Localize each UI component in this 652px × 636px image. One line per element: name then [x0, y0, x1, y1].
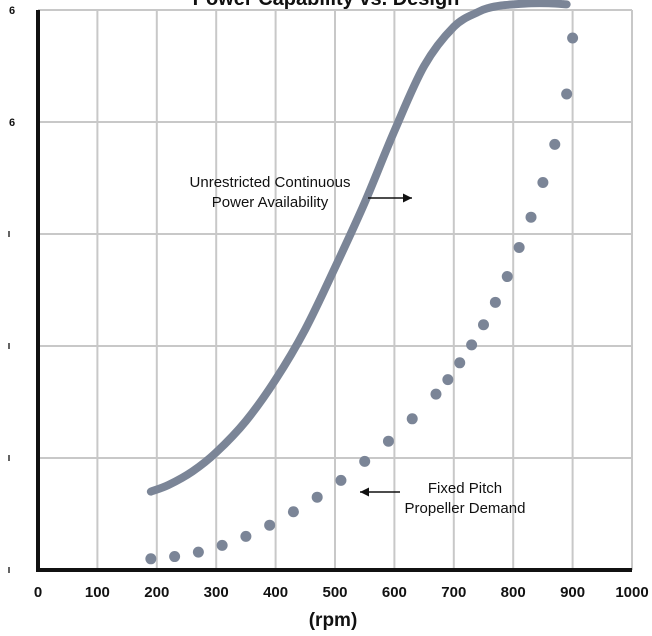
- x-tick-label: 300: [204, 584, 229, 601]
- series-point-propeller-demand: [216, 539, 228, 551]
- x-axis-label: (rpm): [309, 610, 358, 631]
- series-point-propeller-demand: [382, 435, 394, 447]
- series-point-propeller-demand: [169, 551, 181, 563]
- series-point-propeller-demand: [537, 176, 549, 188]
- series-point-propeller-demand: [192, 546, 204, 558]
- series-layer: [145, 0, 579, 565]
- x-tick-labels: 0 100 200 300 400 500 600 700 800 900 1000: [34, 584, 649, 601]
- annotation-arrowhead: [360, 487, 369, 497]
- series-line-continuous-power: [146, 0, 571, 496]
- series-point-propeller-demand: [406, 413, 418, 425]
- chart-title-region: Power Capability vs. Design: [0, 0, 652, 10]
- series-point-propeller-demand: [264, 519, 276, 531]
- x-tick-label: 100: [85, 584, 110, 601]
- series-point-propeller-demand: [359, 455, 371, 467]
- y-tick-label: 6: [9, 117, 15, 129]
- series-point-propeller-demand: [430, 388, 442, 400]
- x-tick-label: 800: [501, 584, 526, 601]
- x-tick-label: 500: [322, 584, 347, 601]
- x-tick-label: 0: [34, 584, 42, 601]
- series-point-propeller-demand: [145, 553, 157, 565]
- series-point-propeller-demand: [525, 211, 537, 223]
- series-point-propeller-demand: [442, 374, 454, 386]
- annotation-text: Power Availability: [212, 194, 329, 211]
- series-point-propeller-demand: [478, 319, 489, 331]
- annotation-text: Propeller Demand: [405, 500, 526, 517]
- series-point-propeller-demand: [489, 296, 501, 308]
- series-point-propeller-demand: [311, 491, 323, 503]
- x-tick-label: 200: [144, 584, 169, 601]
- axes: [36, 10, 632, 572]
- annotation-text: Fixed Pitch: [428, 480, 502, 497]
- series-point-propeller-demand: [561, 88, 573, 100]
- x-tick-label: 700: [441, 584, 466, 601]
- series-point-propeller-demand: [454, 357, 466, 369]
- annotations: Unrestricted Continuous Power Availabilit…: [190, 174, 526, 517]
- series-point-propeller-demand: [466, 339, 478, 351]
- chart-title: Power Capability vs. Design: [0, 0, 652, 10]
- series-point-propeller-demand: [287, 506, 299, 518]
- y-tick-label: 6: [9, 5, 15, 17]
- y-tick-labels: 66: [8, 5, 15, 573]
- x-tick-label: 400: [263, 584, 288, 601]
- series-point-propeller-demand: [549, 138, 561, 150]
- series-point-propeller-demand: [240, 530, 252, 542]
- x-tick-label: 1000: [615, 584, 648, 601]
- x-tick-label: 900: [560, 584, 585, 601]
- grid: [38, 9, 633, 570]
- annotation-text: Unrestricted Continuous: [190, 174, 351, 191]
- x-tick-label: 600: [382, 584, 407, 601]
- series-point-propeller-demand: [567, 32, 579, 44]
- series-point-propeller-demand: [501, 271, 513, 283]
- series-point-propeller-demand: [513, 241, 525, 253]
- series-point-propeller-demand: [335, 474, 347, 486]
- annotation-arrowhead: [403, 193, 412, 203]
